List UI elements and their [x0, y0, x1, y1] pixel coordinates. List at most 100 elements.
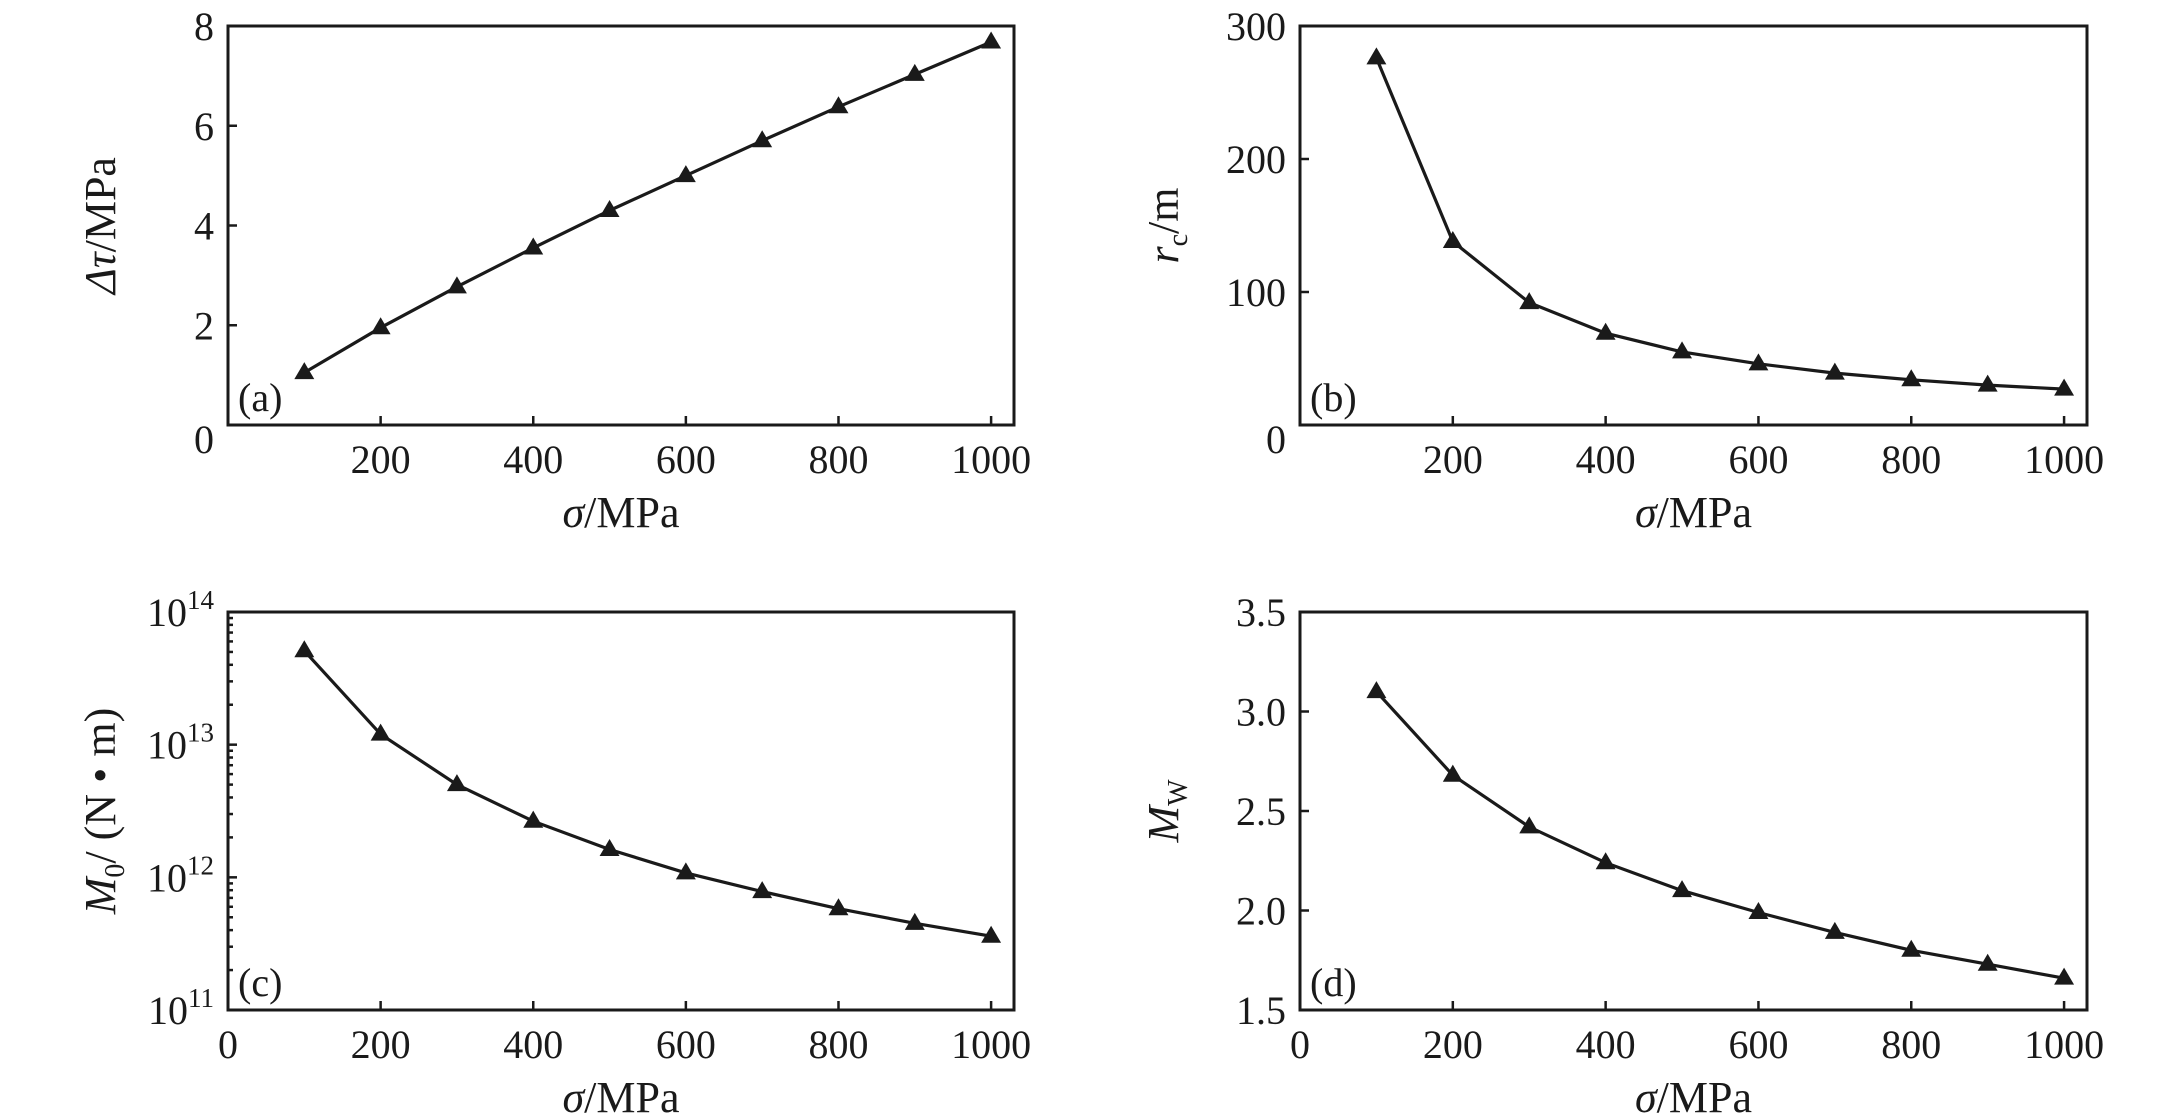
- plot-frame: [1298, 610, 2089, 1012]
- panel-c: 0 200 400 600 800 1000 1011 1012 1013 1014 (c) σ/MP…: [76, 585, 1031, 1120]
- x-tick-label: 600: [1728, 437, 1788, 482]
- data-point-triangle: [1442, 230, 1463, 248]
- x-tick-label: 200: [351, 1022, 411, 1067]
- x-tick-label: 1000: [951, 1022, 1031, 1067]
- y-tick-label: 1013: [147, 718, 214, 768]
- data-point-triangle: [1977, 374, 1998, 392]
- x-tick-label: 400: [503, 437, 563, 482]
- panel-label: (c): [238, 960, 282, 1005]
- data-point-triangle: [446, 276, 467, 294]
- x-axis-label: σ/MPa: [1635, 488, 1752, 537]
- panel-label: (a): [238, 375, 282, 420]
- y-tick-label: 1011: [148, 983, 214, 1033]
- data-point-triangle: [1901, 369, 1922, 387]
- data-point-triangle: [1519, 816, 1540, 834]
- y-tick-label: 3.5: [1236, 590, 1286, 635]
- y-tick-label: 1014: [147, 585, 215, 635]
- x-tick-label: 800: [1881, 437, 1941, 482]
- data-point-triangle: [1748, 353, 1769, 371]
- plot-frame: [1298, 24, 2089, 427]
- panel-b: 200 400 600 800 1000 100 200 300 0 (b) σ/MPa rc/m: [1139, 4, 2104, 537]
- y-tick-label: 1.5: [1236, 988, 1286, 1033]
- y-tick-label: 200: [1226, 137, 1286, 182]
- x-tick-label: 0: [218, 1022, 238, 1067]
- y-tick-label: 2.5: [1236, 789, 1286, 834]
- data-point-triangle: [1595, 852, 1616, 870]
- data-point-triangle: [828, 898, 849, 916]
- series-line: [303, 649, 992, 938]
- x-axis-label: σ/MPa: [562, 1073, 679, 1120]
- x-tick-label: 400: [503, 1022, 563, 1067]
- series-line: [1375, 690, 2065, 980]
- plot-frame: [226, 24, 1016, 427]
- origin-label: 0: [1266, 417, 1286, 462]
- y-tick-label: 2: [194, 303, 214, 348]
- y-axis-label: Δτ/MPa: [76, 157, 125, 296]
- data-point-triangle: [1901, 939, 1922, 957]
- y-tick-label: 6: [194, 104, 214, 149]
- data-point-triangle: [446, 774, 467, 792]
- data-point-triangle: [370, 723, 391, 741]
- x-axis-label: σ/MPa: [1635, 1073, 1752, 1120]
- data-point-triangle: [599, 839, 620, 857]
- data-point-triangle: [904, 912, 925, 930]
- x-tick-label: 800: [808, 1022, 868, 1067]
- x-tick-label: 1000: [2024, 1022, 2104, 1067]
- x-tick-label: 0: [1290, 1022, 1310, 1067]
- data-point-triangle: [1672, 880, 1693, 898]
- data-point-triangle: [981, 925, 1002, 943]
- plot-frame: [226, 610, 1016, 1012]
- data-point-triangle: [1748, 901, 1769, 919]
- series-line: [1374, 57, 2065, 391]
- y-tick-label: 4: [194, 204, 214, 249]
- x-tick-label: 600: [656, 1022, 716, 1067]
- x-tick-label: 600: [656, 437, 716, 482]
- x-tick-label: 400: [1576, 437, 1636, 482]
- data-point-triangle: [370, 317, 391, 335]
- data-point-triangle: [1672, 341, 1693, 359]
- data-point-triangle: [752, 881, 773, 899]
- data-point-triangle: [1442, 764, 1463, 782]
- data-point-triangle: [752, 130, 773, 148]
- x-tick-label: 1000: [951, 437, 1031, 482]
- panel-label: (d): [1310, 960, 1357, 1005]
- data-point-triangle: [2054, 378, 2075, 396]
- data-point-triangle: [675, 165, 696, 183]
- x-tick-label: 600: [1728, 1022, 1788, 1067]
- data-point-triangle: [2054, 967, 2075, 985]
- x-tick-label: 200: [351, 437, 411, 482]
- data-point-triangle: [1519, 292, 1540, 310]
- panel-d: 0 200 400 600 800 1000 1.5 2.0 2.5 3.0 3.5 (d) σ/MPa…: [1139, 590, 2104, 1120]
- data-point-triangle: [1824, 921, 1845, 939]
- y-axis-label: M0/ (N • m): [76, 708, 131, 916]
- x-tick-label: 200: [1423, 437, 1483, 482]
- x-axis-label: σ/MPa: [562, 488, 679, 537]
- data-point-triangle: [1366, 47, 1387, 65]
- y-tick-label: 300: [1226, 4, 1286, 49]
- series-line: [303, 40, 992, 374]
- y-tick-label: 3.0: [1236, 690, 1286, 735]
- x-tick-label: 800: [1881, 1022, 1941, 1067]
- data-point-triangle: [294, 640, 315, 658]
- y-axis-label: MW: [1139, 779, 1194, 844]
- origin-label: 0: [194, 417, 214, 462]
- y-tick-label: 1012: [147, 850, 214, 900]
- data-point-triangle: [599, 200, 620, 218]
- data-point-triangle: [1366, 681, 1387, 699]
- x-tick-label: 400: [1576, 1022, 1636, 1067]
- data-point-triangle: [1824, 362, 1845, 380]
- panel-label: (b): [1310, 375, 1357, 420]
- data-point-triangle: [675, 862, 696, 880]
- y-tick-label: 2.0: [1236, 889, 1286, 934]
- data-point-triangle: [294, 362, 315, 380]
- data-point-triangle: [904, 63, 925, 81]
- y-axis-label: rc/m: [1139, 187, 1194, 263]
- data-point-triangle: [981, 31, 1002, 49]
- x-tick-label: 200: [1423, 1022, 1483, 1067]
- x-tick-label: 1000: [2024, 437, 2104, 482]
- data-point-triangle: [828, 96, 849, 114]
- panel-a: 200 400 600 800 1000 2 4 6 8 0 (a) σ/MPa Δτ/MPa: [76, 4, 1031, 537]
- data-point-triangle: [1977, 953, 1998, 971]
- y-tick-label: 100: [1226, 270, 1286, 315]
